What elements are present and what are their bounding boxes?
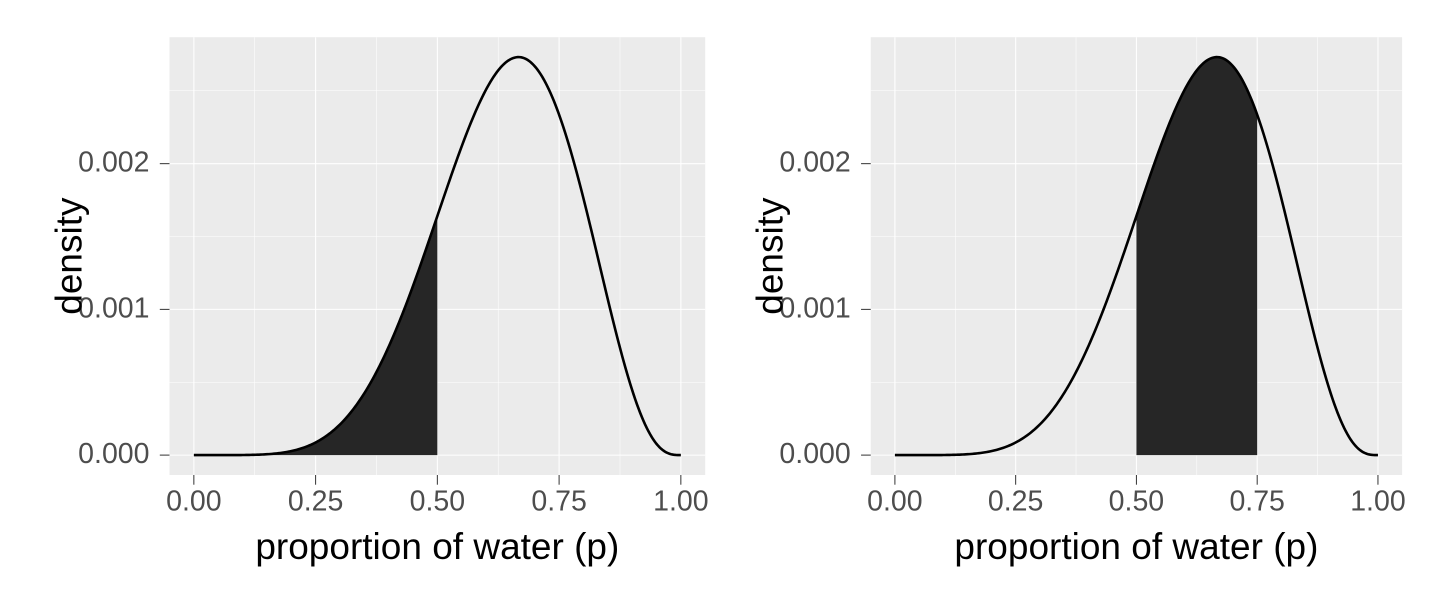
svg-text:0.000: 0.000 [78,438,149,470]
svg-text:density: density [49,197,90,315]
svg-text:proportion of water (p): proportion of water (p) [954,526,1318,567]
svg-text:proportion of water (p): proportion of water (p) [255,526,619,567]
svg-text:0.75: 0.75 [531,485,586,517]
svg-text:density: density [750,197,791,315]
svg-text:0.50: 0.50 [410,485,465,517]
svg-text:0.25: 0.25 [988,485,1043,517]
svg-text:0.00: 0.00 [867,485,922,517]
svg-text:0.002: 0.002 [779,147,850,179]
svg-text:1.00: 1.00 [1350,485,1405,517]
svg-text:0.75: 0.75 [1229,485,1284,517]
svg-text:0.000: 0.000 [779,438,850,470]
svg-text:0.50: 0.50 [1109,485,1164,517]
svg-text:0.25: 0.25 [288,485,343,517]
svg-text:0.00: 0.00 [166,485,221,517]
svg-text:0.002: 0.002 [78,147,149,179]
svg-text:1.00: 1.00 [653,485,708,517]
